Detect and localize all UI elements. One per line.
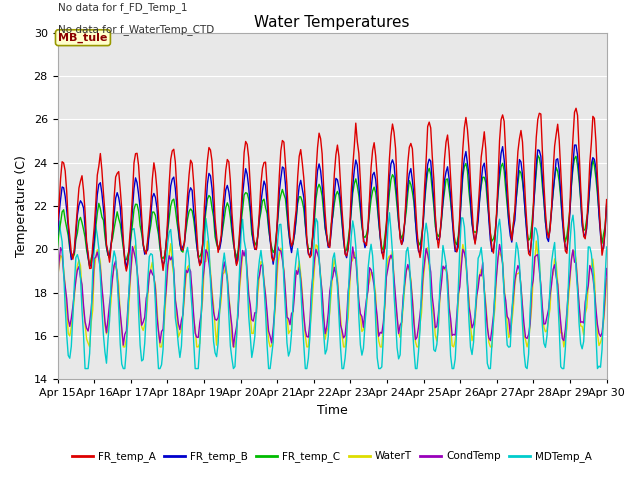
Legend: FR_temp_A, FR_temp_B, FR_temp_C, WaterT, CondTemp, MDTemp_A: FR_temp_A, FR_temp_B, FR_temp_C, WaterT,… [68, 447, 596, 466]
Title: Water Temperatures: Water Temperatures [254, 15, 410, 30]
Y-axis label: Temperature (C): Temperature (C) [15, 155, 28, 257]
Text: MB_tule: MB_tule [58, 33, 108, 43]
Text: No data for f_FD_Temp_1: No data for f_FD_Temp_1 [58, 2, 187, 13]
Text: No data for f_WaterTemp_CTD: No data for f_WaterTemp_CTD [58, 24, 214, 35]
X-axis label: Time: Time [317, 404, 348, 417]
